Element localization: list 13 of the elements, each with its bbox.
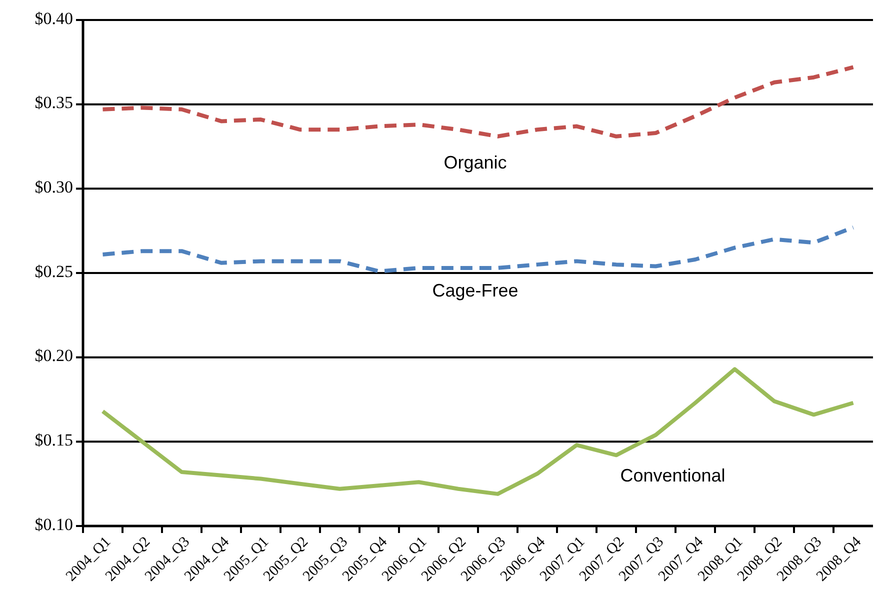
series-label: Cage-Free	[432, 280, 518, 301]
y-tick-label: $0.40	[34, 8, 73, 28]
series-label: Conventional	[620, 466, 726, 486]
y-tick-label: $0.25	[34, 262, 73, 281]
y-tick-label: $0.10	[34, 514, 73, 534]
series-label: Organic	[444, 152, 507, 172]
y-tick-label: $0.20	[34, 346, 73, 366]
line-series	[100, 225, 856, 274]
y-tick-label: $0.15	[34, 430, 73, 450]
y-tick-label: $0.30	[34, 178, 73, 197]
line-series	[100, 65, 856, 138]
y-tick-label: $0.35	[34, 93, 73, 112]
line-series	[100, 367, 856, 496]
